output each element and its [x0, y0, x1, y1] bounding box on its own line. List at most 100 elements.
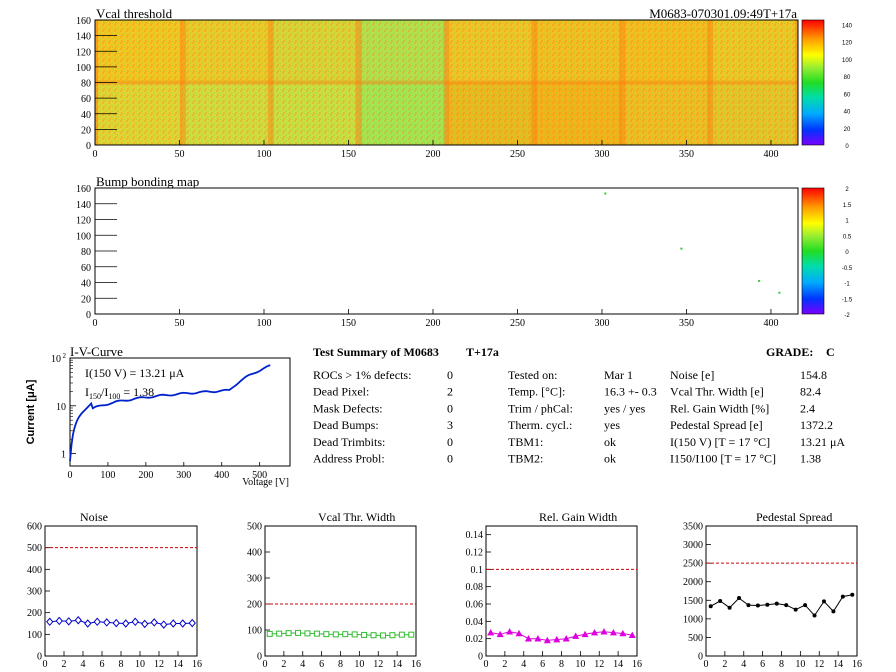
trend-x-tick-label: 8 [779, 659, 784, 670]
trend-data-point [141, 619, 149, 629]
trend-x-tick-label: 2 [281, 659, 286, 670]
trend-data-point [737, 596, 742, 601]
trend-x-tick-label: 4 [300, 659, 305, 670]
trend-data-point [708, 604, 713, 609]
trend-series-line [269, 632, 412, 637]
trend-series-line [710, 594, 853, 617]
roc-tile-texture [182, 20, 272, 83]
iv-curve-line [69, 364, 271, 462]
trend-data-point [746, 603, 751, 608]
trend-y-tick-label: 0.04 [466, 617, 484, 628]
trend-x-tick-label: 10 [354, 659, 364, 670]
bump-y-tick-label: 140 [76, 200, 91, 211]
vcal-x-tick-label: 300 [594, 149, 609, 160]
vcal-palette-tick-label: 60 [844, 92, 851, 98]
trend-x-tick-label: 12 [154, 659, 164, 670]
trend-y-tick-label: 0 [478, 652, 483, 663]
roc-tile-texture [710, 82, 799, 145]
trend-data-point [784, 603, 789, 608]
trend-chart-frame [44, 525, 198, 657]
trend-y-tick-label: 500 [688, 633, 703, 644]
roc-edge [443, 20, 447, 145]
bump-y-tick-label: 20 [81, 294, 91, 305]
vcal-y-tick-label: 140 [76, 32, 91, 43]
trend-data-point [389, 632, 396, 639]
trend-x-tick-label: 4 [741, 659, 746, 670]
bump-x-tick-label: 200 [425, 318, 440, 329]
trend-chart: Noise 0 100 200 300 400 500 600 0 2 4 6 8 10 12 14 16 [27, 510, 202, 670]
trend-data-point [628, 631, 636, 639]
vcal-y-tick-label: 60 [81, 94, 91, 105]
trend-x-tick-label: 8 [559, 659, 564, 670]
bump-x-tick-label: 250 [510, 318, 525, 329]
trend-y-tick-label: 400 [247, 548, 262, 559]
trend-x-tick-label: 0 [263, 659, 268, 670]
bump-palette-tick-label: -1.5 [842, 297, 853, 303]
trend-y-tick-label: 0 [37, 652, 42, 663]
trend-data-point [562, 635, 570, 642]
trend-x-tick-label: 2 [502, 659, 507, 670]
bump-y-tick-label: 100 [76, 231, 91, 242]
summary-value: 154.8 [800, 368, 827, 382]
iv-ylabel: Current [μA] [25, 379, 37, 444]
trend-data-point [150, 618, 158, 627]
summary-label: TBM2: [508, 452, 543, 466]
bump-palette-tick-label: 0.5 [843, 234, 852, 240]
iv-xlabel: Voltage [V] [242, 477, 289, 488]
iv-x-tick-label: 200 [138, 470, 153, 481]
trend-x-tick-label: 4 [81, 659, 86, 670]
trend-data-point [266, 630, 273, 637]
summary-label: ROCs > 1% defects: [313, 368, 411, 382]
trend-data-point [774, 601, 779, 606]
trend-data-point [506, 628, 514, 635]
trend-data-point [765, 602, 770, 607]
trend-data-point [487, 628, 495, 636]
iv-y-tick-label: 10 [51, 354, 61, 365]
trend-data-point [496, 630, 504, 638]
vcal-palette-tick-label: 40 [844, 110, 851, 116]
trend-data-point [332, 631, 339, 638]
summary-value: 82.4 [800, 385, 821, 399]
trend-data-point [803, 603, 808, 608]
bump-color-palette [801, 187, 825, 315]
trend-x-tick-label: 0 [704, 659, 709, 670]
trend-x-tick-label: 12 [373, 659, 383, 670]
trend-y-tick-label: 400 [27, 565, 42, 576]
summary-label: I(150 V) [T = 17 °C] [670, 435, 770, 449]
trend-data-point [179, 619, 187, 628]
trend-data-point [727, 605, 732, 610]
summary-value: yes / yes [604, 401, 646, 415]
roc-tile-texture [270, 82, 360, 145]
trend-data-point [65, 617, 73, 626]
trend-data-point [572, 632, 580, 639]
trend-x-tick-label: 12 [594, 659, 604, 670]
trend-x-tick-label: 6 [319, 659, 324, 670]
trend-data-point [122, 619, 130, 628]
trend-y-tick-label: 500 [247, 522, 262, 533]
trend-x-tick-label: 2 [722, 659, 727, 670]
roc-edge [622, 20, 626, 145]
trend-data-point [285, 630, 292, 637]
trend-data-point [351, 631, 358, 638]
trend-x-tick-label: 8 [119, 659, 124, 670]
vcal-palette-tick-label: 80 [844, 75, 851, 81]
vcal-x-tick-label: 0 [93, 149, 98, 160]
summary-title: Test Summary of M0683 [313, 345, 439, 359]
trend-data-point [55, 616, 63, 626]
trend-x-tick-label: 10 [575, 659, 585, 670]
roc-tile-texture [446, 82, 535, 145]
vcal-x-tick-label: 350 [679, 149, 694, 160]
trend-x-tick-label: 10 [795, 659, 805, 670]
roc-tile-texture [622, 82, 711, 145]
vcal-x-tick-label: 50 [174, 149, 184, 160]
bump-y-tick-label: 160 [76, 184, 91, 195]
vcal-x-tick-label: 250 [510, 149, 525, 160]
bump-y-tick-label: 0 [86, 310, 91, 321]
summary-value: Mar 1 [604, 368, 633, 382]
trend-x-tick-label: 16 [411, 659, 421, 670]
vcal-y-tick-label: 100 [76, 63, 91, 74]
trend-data-point [850, 592, 855, 597]
